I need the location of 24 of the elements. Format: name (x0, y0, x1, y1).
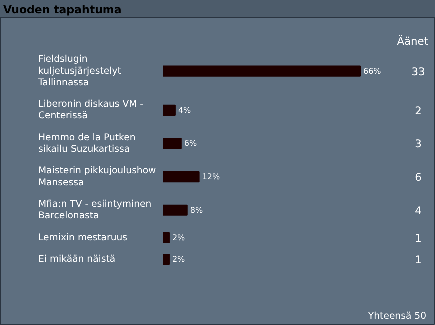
text: Yhteensä 50 (367, 310, 427, 322)
data-label: 8% (190, 206, 204, 215)
text: 2 (415, 104, 422, 118)
text: 1 (415, 232, 422, 245)
y-tick-label: Hemmo de la Putken sikailu Suzukartissa (38, 132, 136, 156)
y-tick-label: Liberonin diskaus VM - Centerissä (38, 99, 144, 122)
y-tick-label: Maisterin pikkujoulushow Mansessa (38, 166, 157, 188)
text: 4 (415, 204, 422, 218)
text: 1 (415, 254, 422, 267)
data-label: 66% (364, 66, 382, 76)
data-label: 2% (172, 255, 186, 264)
y-tick-label: Mfia:n TV - esiintyminen Barcelonasta (38, 199, 152, 222)
text: Äänet (397, 35, 429, 48)
text: 6 (415, 171, 422, 184)
text: Vuoden tapahtuma (4, 4, 122, 16)
y-tick-label: Fieldslugin kuljetusjärjestelyt Tallinnassa (38, 54, 122, 88)
data-label: 2% (172, 233, 186, 242)
y-tick-label: Ei mikään näistä (38, 254, 116, 266)
y-tick-label: Lemixin mestaruus (38, 232, 128, 244)
text: 3 (415, 138, 422, 151)
data-label: 12% (202, 172, 220, 182)
data-label: 6% (184, 139, 198, 148)
text: 33 (412, 65, 426, 78)
data-label: 4% (178, 106, 192, 115)
